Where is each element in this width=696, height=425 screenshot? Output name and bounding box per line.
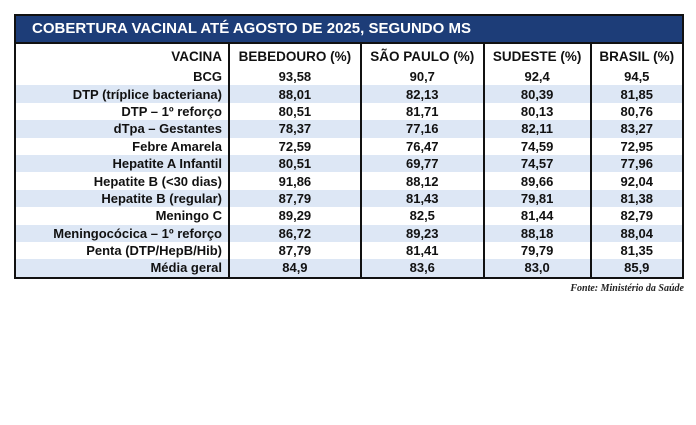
value-cell: 76,47	[359, 137, 484, 155]
value-cell: 74,59	[482, 137, 591, 155]
value-cell: 81,43	[359, 189, 484, 208]
value-cell: 80,13	[482, 102, 591, 121]
value-cell: 81,35	[589, 241, 682, 260]
value-cell: 90,7	[359, 68, 484, 86]
value-cell: 77,96	[589, 154, 682, 173]
value-cell: 88,01	[228, 85, 361, 103]
value-cell: 80,39	[482, 85, 591, 103]
value-cell: 88,18	[482, 224, 591, 242]
value-cell: 89,23	[359, 224, 484, 242]
table-row: DTP (tríplice bacteriana) 88,01 82,13 80,39…	[16, 85, 682, 103]
source-note: Fonte: Ministério da Saúde	[570, 283, 684, 294]
value-cell: 72,95	[589, 137, 682, 155]
value-cell: 93,58	[228, 68, 361, 86]
header-cell: VACINA	[171, 48, 222, 64]
value-cell: 83,27	[589, 120, 682, 138]
value-cell: 77,16	[359, 120, 484, 138]
table-row: Hepatite B (<30 dias) 91,86 88,12 89,66 92,0…	[16, 172, 682, 190]
vaccine-cell: Hepatite B (regular)	[16, 189, 229, 208]
value-cell: 81,44	[482, 207, 591, 225]
value-cell: 88,04	[589, 224, 682, 242]
value-cell: 79,81	[482, 189, 591, 208]
table-title: COBERTURA VACINAL ATÉ AGOSTO DE 2025, SE…	[16, 16, 682, 44]
value-cell: 82,11	[482, 120, 591, 138]
value-cell: 88,12	[359, 172, 484, 190]
vaccine-cell: Meningo C	[155, 208, 222, 224]
table-card: COBERTURA VACINAL ATÉ AGOSTO DE 2025, SE…	[14, 14, 684, 279]
header-cell: SÃO PAULO (%)	[359, 44, 484, 68]
vaccine-cell: Febre Amarela	[132, 138, 222, 154]
table-row: Febre Amarela 72,59 76,47 74,59 72,95	[16, 137, 682, 155]
value-cell: 82,5	[359, 207, 484, 225]
table-row: Meningo C 89,29 82,5 81,44 82,79	[16, 207, 682, 225]
value-cell: 83,6	[359, 259, 484, 277]
value-cell: 86,72	[228, 224, 361, 242]
vaccine-cell: Hepatite B (<30 dias)	[93, 173, 222, 189]
value-cell: 82,13	[359, 85, 484, 103]
table-row: BCG 93,58 90,7 92,4 94,5	[16, 68, 682, 86]
value-cell: 72,59	[228, 137, 361, 155]
value-cell: 81,41	[359, 241, 484, 260]
value-cell: 80,51	[228, 102, 361, 121]
table-row: Meningocócica – 1º reforço 86,72 89,23 88,1…	[16, 224, 682, 242]
header-row: VACINA BEBEDOURO (%) SÃO PAULO (%) SUDESTE …	[16, 44, 682, 68]
vaccine-cell: Meningocócica – 1º reforço	[16, 224, 229, 242]
value-cell: 85,9	[589, 259, 682, 277]
header-cell: BEBEDOURO (%)	[228, 44, 361, 68]
value-cell: 92,04	[589, 172, 682, 190]
value-cell: 89,29	[228, 207, 361, 225]
table-row: dTpa – Gestantes 78,37 77,16 82,11 83,27	[16, 120, 682, 138]
value-cell: 81,38	[589, 189, 682, 208]
value-cell: 81,71	[359, 102, 484, 121]
value-cell: 69,77	[359, 154, 484, 173]
table-row: Penta (DTP/HepB/Hib) 87,79 81,41 79,79 81,35	[16, 241, 682, 260]
table-row: DTP – 1º reforço 80,51 81,71 80,13 80,76	[16, 102, 682, 121]
value-cell: 83,0	[482, 259, 591, 277]
value-cell: 80,51	[228, 154, 361, 173]
table: VACINA BEBEDOURO (%) SÃO PAULO (%) SUDESTE …	[16, 44, 682, 277]
value-cell: 91,86	[228, 172, 361, 190]
value-cell: 94,5	[589, 68, 682, 86]
value-cell: 84,9	[228, 259, 361, 277]
value-cell: 89,66	[482, 172, 591, 190]
value-cell: 74,57	[482, 154, 591, 173]
table-row: Hepatite B (regular) 87,79 81,43 79,81 81,38	[16, 189, 682, 208]
value-cell: 79,79	[482, 241, 591, 260]
vaccine-cell: Penta (DTP/HepB/Hib)	[86, 243, 222, 259]
table-row: Hepatite A Infantil 80,51 69,77 74,57 77,96	[16, 154, 682, 173]
vaccine-cell: DTP (tríplice bacteriana)	[16, 85, 229, 103]
vaccine-cell: Hepatite A Infantil	[16, 154, 229, 173]
table-row: Média geral 84,9 83,6 83,0 85,9	[16, 259, 682, 277]
vaccine-cell: dTpa – Gestantes	[16, 120, 229, 138]
value-cell: 82,79	[589, 207, 682, 225]
value-cell: 87,79	[228, 189, 361, 208]
value-cell: 87,79	[228, 241, 361, 260]
vaccine-cell: BCG	[193, 69, 222, 85]
value-cell: 80,76	[589, 102, 682, 121]
vaccine-cell: Média geral	[16, 259, 229, 277]
header-cell: BRASIL (%)	[589, 44, 682, 68]
value-cell: 81,85	[589, 85, 682, 103]
value-cell: 92,4	[482, 68, 591, 86]
value-cell: 78,37	[228, 120, 361, 138]
header-cell: SUDESTE (%)	[482, 44, 591, 68]
vaccine-cell: DTP – 1º reforço	[121, 103, 222, 119]
